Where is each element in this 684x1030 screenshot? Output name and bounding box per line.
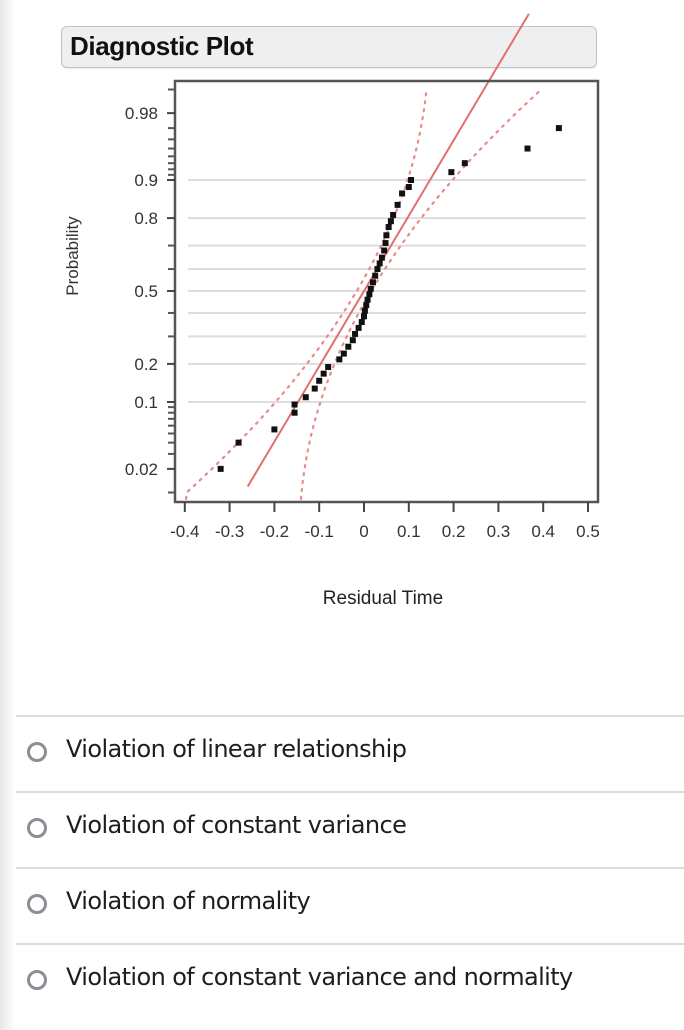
data-point: [390, 211, 397, 218]
data-point: [271, 426, 278, 433]
answer-options: Violation of linear relationship Violati…: [16, 715, 684, 1019]
data-point: [381, 247, 388, 254]
data-point: [374, 266, 381, 273]
x-axis: -0.4 -0.3 -0.2 -0.1 0 0.1 0.2 0.3 0.4 0.5: [170, 502, 600, 541]
data-point: [366, 291, 373, 298]
data-point: [461, 160, 468, 167]
y-tick-label: 0.9: [134, 171, 158, 190]
x-tick-label: -0.4: [170, 522, 199, 541]
data-point: [367, 285, 374, 292]
plot-title-bar: Diagnostic Plot: [61, 26, 597, 68]
data-point: [291, 409, 298, 416]
y-tick-label: 0.2: [134, 355, 158, 374]
x-axis-label: Residual Time: [323, 588, 443, 609]
data-point: [361, 313, 367, 320]
data-point: [399, 190, 406, 197]
data-point: [408, 177, 415, 183]
x-tick-label: -0.2: [260, 522, 289, 541]
data-point: [355, 324, 362, 331]
y-tick-label: 0.5: [134, 282, 158, 301]
y-axis-label: Probability: [63, 216, 82, 296]
option-linear-relationship[interactable]: Violation of linear relationship: [16, 717, 684, 791]
x-tick-label: 0.5: [576, 522, 600, 541]
data-point: [361, 307, 368, 314]
x-tick-label: 0.3: [487, 522, 511, 541]
data-point: [524, 145, 531, 152]
radio-button[interactable]: [27, 970, 47, 990]
option-label: Violation of constant variance: [66, 811, 407, 839]
plot-title: Diagnostic Plot: [70, 31, 254, 61]
y-tick-label: 0.8: [134, 209, 158, 228]
data-point: [394, 201, 401, 208]
data-point: [369, 279, 376, 286]
option-label: Violation of normality: [66, 887, 311, 915]
option-label: Violation of constant variance and norma…: [66, 963, 573, 991]
x-tick-label: -0.1: [305, 522, 334, 541]
divider: [16, 867, 684, 869]
data-point: [387, 218, 394, 225]
data-point: [340, 350, 347, 357]
data-point: [383, 232, 390, 239]
x-tick-label: -0.3: [215, 522, 244, 541]
data-point: [378, 254, 385, 261]
data-point: [325, 364, 332, 371]
option-normality[interactable]: Violation of normality: [16, 869, 684, 943]
data-point: [358, 319, 365, 326]
gridlines: [188, 179, 586, 403]
data-point: [382, 240, 389, 247]
y-tick-label: 0.98: [125, 104, 158, 123]
data-point: [555, 125, 562, 132]
y-tick-label: 0.1: [134, 393, 158, 412]
data-point: [345, 343, 352, 350]
data-point: [316, 377, 323, 384]
data-point: [291, 401, 298, 408]
data-point: [217, 465, 224, 472]
data-point: [405, 184, 412, 191]
x-tick-label: 0.4: [531, 522, 555, 541]
data-point: [320, 370, 327, 377]
confidence-bounds: [184, 89, 542, 500]
data-point: [363, 302, 370, 309]
x-tick-label: 0.2: [442, 522, 466, 541]
y-axis: 0.02 0.1 0.2 0.5 0.8 0.9 0.98: [125, 88, 175, 494]
normal-probability-plot: 0.02 0.1 0.2 0.5 0.8 0.9 0.98 -0.4 -0.3 -0.2 -0.1…: [63, 13, 600, 609]
data-point: [302, 394, 309, 401]
data-point: [235, 439, 242, 446]
data-point: [376, 260, 383, 267]
data-point: [311, 385, 318, 392]
divider: [16, 715, 684, 717]
option-constant-variance[interactable]: Violation of constant variance: [16, 793, 684, 867]
radio-button[interactable]: [27, 818, 47, 838]
option-constant-variance-and-normality[interactable]: Violation of constant variance and norma…: [16, 945, 684, 1019]
divider: [16, 791, 684, 793]
data-point: [349, 337, 356, 344]
divider: [16, 943, 684, 945]
data-point: [372, 272, 379, 279]
data-point: [336, 356, 343, 363]
data-points: [217, 125, 562, 472]
radio-button[interactable]: [27, 894, 47, 914]
x-tick-label: 0.1: [397, 522, 421, 541]
data-point: [364, 296, 371, 303]
data-point: [448, 169, 455, 176]
data-point: [385, 224, 392, 231]
radio-button[interactable]: [27, 742, 47, 762]
x-tick-label: 0: [359, 522, 368, 541]
data-point: [352, 330, 359, 337]
left-gutter: [0, 0, 14, 1030]
fit-line: [246, 13, 530, 488]
y-tick-label: 0.02: [125, 460, 158, 479]
option-label: Violation of linear relationship: [66, 735, 407, 763]
